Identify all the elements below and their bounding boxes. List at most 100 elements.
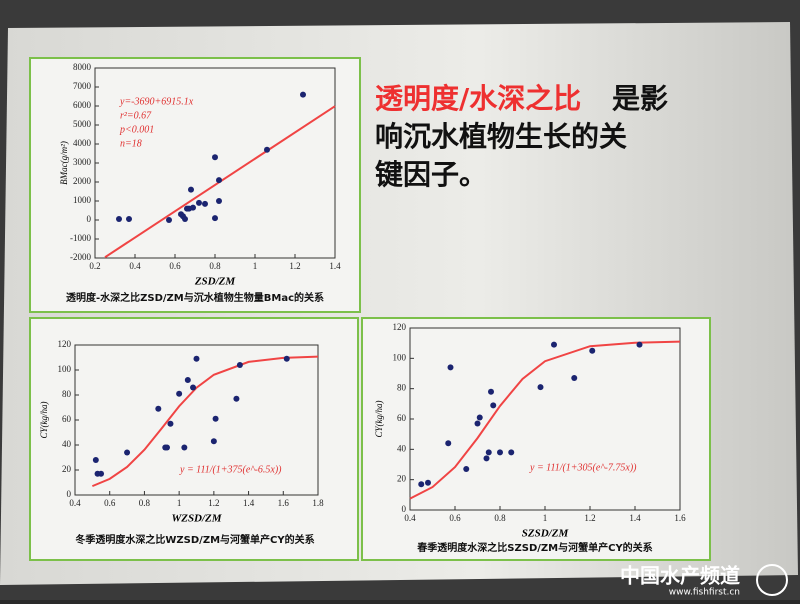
x-tick-label: 0.6 bbox=[104, 498, 116, 508]
x-axis-label: ZSD/ZM bbox=[194, 276, 237, 288]
y-tick-label: -2000 bbox=[70, 252, 91, 262]
point bbox=[210, 438, 217, 445]
point bbox=[126, 216, 132, 223]
point bbox=[264, 146, 270, 153]
point bbox=[476, 414, 483, 421]
x-axis-label: SZSD/ZM bbox=[522, 528, 570, 540]
point bbox=[300, 91, 306, 98]
x-tick-label: 1 bbox=[177, 498, 182, 508]
y-tick-label: 20 bbox=[397, 474, 407, 484]
point bbox=[474, 420, 481, 427]
point bbox=[283, 355, 290, 362]
x-tick-label: 0.4 bbox=[69, 498, 81, 508]
x-tick-label: 1.2 bbox=[584, 513, 595, 523]
y-tick-label: 7000 bbox=[73, 81, 92, 91]
annotation: y = 111/(1+375(e^-6.5x)) bbox=[179, 464, 282, 475]
point bbox=[182, 216, 188, 223]
point bbox=[463, 466, 470, 473]
fit-line bbox=[409, 340, 681, 500]
point bbox=[212, 154, 218, 161]
point bbox=[190, 384, 197, 391]
point bbox=[196, 199, 202, 206]
y-tick-label: 6000 bbox=[73, 100, 92, 110]
point bbox=[124, 449, 131, 456]
fit-line bbox=[91, 355, 319, 488]
point bbox=[571, 375, 578, 382]
x-tick-label: 1.4 bbox=[629, 513, 641, 523]
y-axis-label: CY(kg/ha) bbox=[39, 401, 49, 438]
point bbox=[483, 455, 490, 462]
y-tick-label: 120 bbox=[393, 322, 407, 332]
y-tick-label: 60 bbox=[397, 413, 407, 423]
point bbox=[167, 420, 174, 427]
annotation: y=-3690+6915.1x bbox=[119, 96, 194, 107]
y-tick-label: 100 bbox=[393, 352, 407, 362]
point bbox=[212, 415, 219, 422]
y-tick-label: 120 bbox=[58, 339, 72, 349]
x-tick-label: 1.6 bbox=[674, 513, 686, 523]
point bbox=[176, 390, 183, 397]
x-tick-label: 0.8 bbox=[494, 513, 506, 523]
point bbox=[551, 341, 557, 348]
x-tick-label: 1.4 bbox=[329, 261, 341, 271]
point bbox=[425, 479, 431, 486]
point bbox=[418, 481, 425, 488]
point bbox=[236, 362, 243, 368]
headline: 键因子。 bbox=[375, 158, 487, 191]
y-tick-label: 1000 bbox=[73, 195, 92, 205]
point bbox=[216, 177, 222, 184]
annotation: n=18 bbox=[120, 138, 142, 149]
point bbox=[188, 186, 194, 193]
y-tick-label: 0 bbox=[87, 214, 92, 224]
point bbox=[445, 440, 452, 447]
y-tick-label: 3000 bbox=[73, 157, 92, 167]
headline: 响沉水植物生长的关 bbox=[375, 120, 627, 153]
y-tick-label: 20 bbox=[62, 464, 72, 474]
x-tick-label: 0.6 bbox=[169, 261, 181, 271]
point bbox=[155, 405, 162, 412]
y-axis-label: BMac(g/m²) bbox=[59, 141, 69, 185]
point bbox=[485, 449, 492, 456]
x-tick-label: 1.6 bbox=[278, 498, 290, 508]
x-tick-label: 0.8 bbox=[139, 498, 151, 508]
point bbox=[166, 217, 172, 223]
point bbox=[508, 449, 515, 456]
point bbox=[488, 388, 494, 395]
y-tick-label: 2000 bbox=[73, 176, 92, 186]
x-tick-label: 1 bbox=[253, 261, 258, 271]
watermark-url: www.fishfirst.cn bbox=[669, 588, 740, 598]
point bbox=[193, 355, 200, 362]
x-tick-label: 1.2 bbox=[208, 498, 219, 508]
point bbox=[636, 341, 643, 348]
chart-box bbox=[361, 317, 711, 561]
annotation: y = 111/(1+305(e^-7.75x)) bbox=[529, 462, 637, 473]
point bbox=[497, 449, 503, 456]
point bbox=[447, 364, 454, 371]
y-tick-label: -1000 bbox=[70, 233, 91, 243]
point bbox=[181, 444, 188, 451]
y-tick-label: 80 bbox=[62, 389, 72, 399]
caption: 冬季透明度水深之比WZSD/ZM与河蟹单产CY的关系 bbox=[75, 533, 314, 546]
point bbox=[163, 444, 170, 451]
point bbox=[537, 384, 544, 391]
caption: 春季透明度水深之比SZSD/ZM与河蟹单产CY的关系 bbox=[417, 541, 652, 554]
point bbox=[92, 457, 99, 463]
y-tick-label: 4000 bbox=[73, 138, 92, 148]
chart-box bbox=[29, 57, 361, 313]
y-tick-label: 80 bbox=[397, 383, 407, 393]
x-tick-label: 1.2 bbox=[289, 261, 300, 271]
point bbox=[212, 215, 218, 222]
y-tick-label: 0 bbox=[67, 489, 72, 499]
y-tick-label: 40 bbox=[397, 443, 407, 453]
point bbox=[116, 216, 122, 223]
y-tick-label: 0 bbox=[402, 504, 407, 514]
y-tick-label: 40 bbox=[62, 439, 72, 449]
y-tick-label: 8000 bbox=[73, 62, 92, 72]
x-tick-label: 0.2 bbox=[89, 261, 100, 271]
x-tick-label: 0.4 bbox=[129, 261, 141, 271]
x-tick-label: 0.4 bbox=[404, 513, 416, 523]
point bbox=[184, 377, 191, 383]
x-tick-label: 0.8 bbox=[209, 261, 221, 271]
y-axis-label: CY(kg/ha) bbox=[374, 400, 384, 437]
headline: 是影 bbox=[612, 82, 668, 115]
